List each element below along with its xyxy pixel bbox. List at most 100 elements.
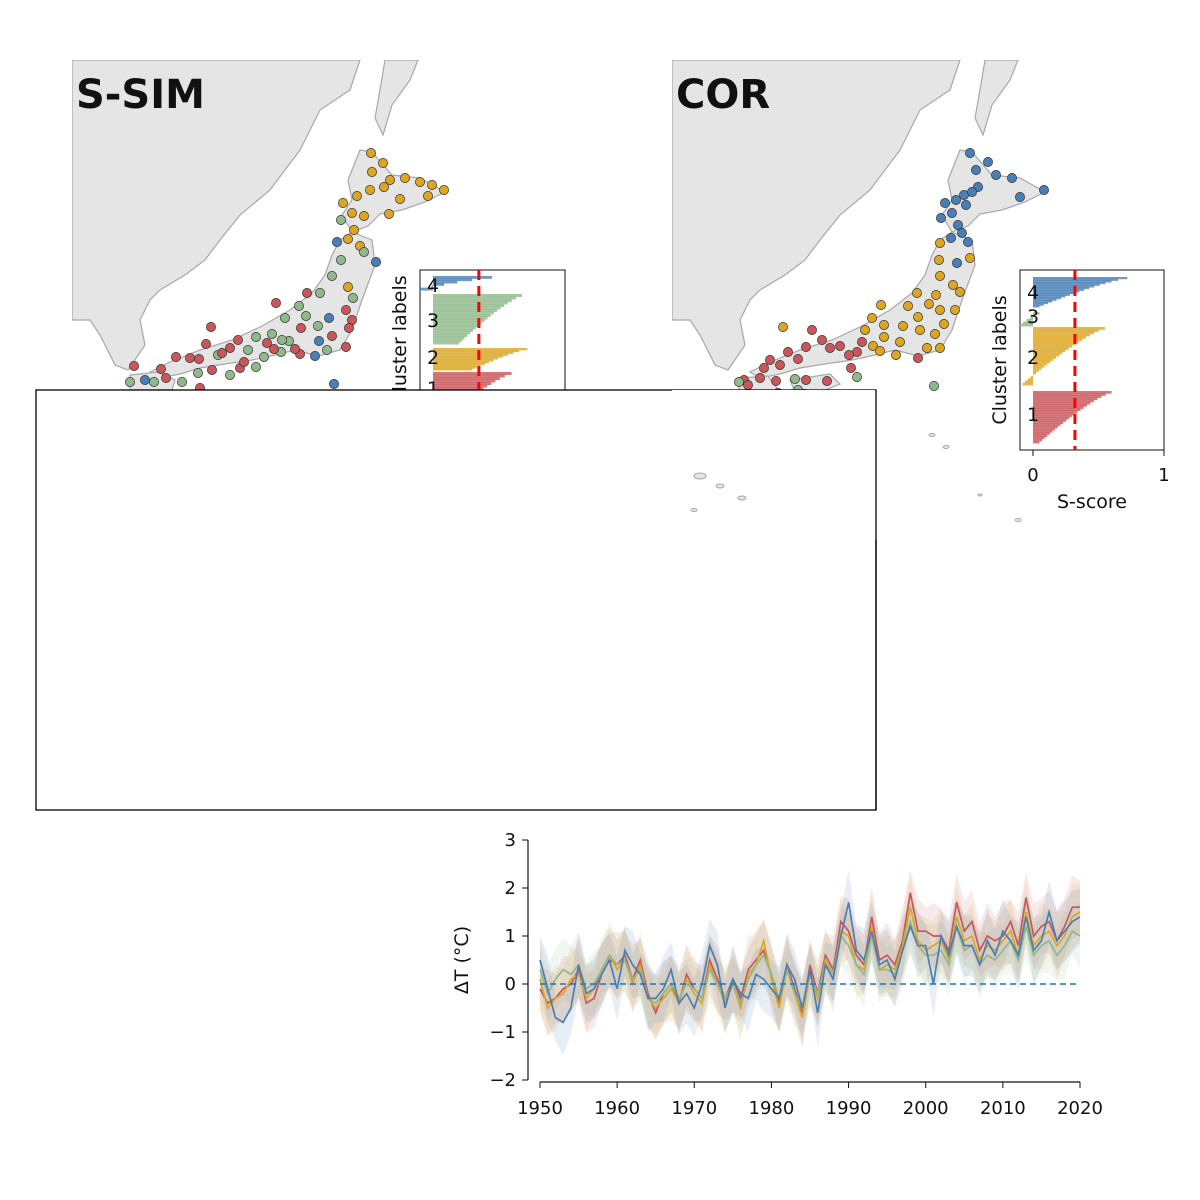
station-point	[967, 187, 977, 197]
station-point	[891, 350, 901, 360]
silhouette-bar	[1033, 417, 1069, 420]
station-point	[129, 361, 139, 371]
silhouette-bar	[1033, 364, 1045, 368]
station-point	[290, 344, 300, 354]
station-point	[262, 338, 272, 348]
silhouette-bar	[1033, 436, 1045, 440]
silhouette-bar	[1033, 358, 1054, 361]
station-point	[961, 200, 971, 210]
overlay-mask	[672, 390, 875, 540]
station-point	[940, 198, 950, 208]
series-band-3	[540, 888, 1080, 1035]
station-point	[310, 351, 320, 361]
silhouette-bar	[433, 382, 492, 385]
cluster-label-4: 4	[1027, 282, 1039, 304]
station-point	[1007, 173, 1017, 183]
sakhalin-landmass	[974, 60, 1019, 137]
station-point	[280, 313, 290, 323]
station-point	[423, 191, 433, 201]
inset-xtick-1: 1	[1158, 465, 1169, 486]
silhouette-bar	[1033, 344, 1072, 348]
station-point	[860, 325, 870, 335]
station-point	[903, 301, 913, 311]
station-point	[149, 377, 159, 387]
silhouette-bar	[1033, 335, 1086, 339]
y-axis-label: ΔT (°C)	[451, 926, 473, 994]
station-point	[343, 234, 353, 244]
station-point	[775, 360, 785, 370]
silhouette-bar	[433, 366, 477, 369]
station-point	[195, 383, 205, 390]
station-point	[327, 331, 337, 341]
silhouette-bar	[433, 351, 514, 354]
silhouette-bar	[1033, 406, 1084, 409]
station-point	[296, 323, 306, 333]
station-point	[322, 345, 332, 355]
island-landmass	[737, 495, 747, 501]
station-point	[177, 377, 187, 387]
cluster-label-1: 1	[1027, 404, 1039, 426]
station-point	[384, 209, 394, 219]
station-point	[336, 215, 346, 225]
series-band-4	[540, 869, 1080, 1056]
station-point	[347, 208, 357, 218]
station-point	[365, 185, 375, 195]
silhouette-bar	[1033, 333, 1090, 337]
station-point	[924, 299, 934, 309]
silhouette-bar	[1033, 410, 1078, 414]
silhouette-bar	[433, 319, 485, 322]
silhouette-bar	[1033, 362, 1048, 366]
silhouette-bar	[1033, 295, 1066, 298]
station-point	[341, 305, 351, 315]
station-point	[965, 253, 975, 263]
station-point	[825, 343, 835, 353]
silhouette-bar	[433, 304, 505, 307]
station-point	[400, 173, 410, 183]
silhouette-bar	[433, 348, 528, 351]
station-point	[352, 191, 362, 201]
station-point	[935, 238, 945, 248]
silhouette-bar	[433, 311, 494, 315]
silhouette-bar	[433, 336, 465, 340]
station-point	[206, 322, 216, 332]
station-point	[935, 305, 945, 315]
silhouette-bar	[1033, 303, 1044, 306]
silhouette-bar	[433, 280, 458, 284]
silhouette-bar	[433, 278, 473, 282]
silhouette-bar	[1033, 360, 1051, 364]
station-point	[935, 343, 945, 353]
station-point	[259, 352, 269, 362]
temperature-anomaly-chart: −2 −1 0 1 2 3 1950 1960 1970 1980 1990 2000 2010 202…	[451, 830, 1103, 1119]
silhouette-bar	[431, 285, 433, 289]
station-point	[359, 211, 369, 221]
station-point	[743, 380, 753, 390]
station-point	[951, 195, 961, 205]
silhouette-bar	[1033, 290, 1080, 293]
silhouette-bar	[433, 329, 473, 332]
silhouette-bar	[1033, 287, 1090, 290]
island-landmass	[693, 472, 707, 480]
silhouette-bar	[1033, 305, 1040, 308]
silhouette-bar	[1033, 312, 1040, 315]
silhouette-bar	[1033, 438, 1043, 442]
silhouette-bar	[433, 283, 445, 286]
station-point	[239, 357, 249, 367]
station-point	[876, 300, 886, 310]
inset-ylabel-ssim: Cluster labels	[389, 275, 411, 404]
x-tick-label: 1970	[671, 1098, 717, 1119]
station-point	[868, 341, 878, 351]
station-point	[807, 325, 817, 335]
station-point	[867, 313, 877, 323]
station-point	[329, 379, 339, 389]
island-landmass	[928, 433, 936, 437]
silhouette-bar	[1033, 298, 1057, 301]
silhouette-bar	[433, 355, 503, 358]
silhouette-bar	[1033, 404, 1088, 407]
silhouette-bar	[1033, 399, 1094, 403]
silhouette-bar	[1033, 314, 1035, 318]
inset-xlabel-cor: S-score	[1057, 491, 1127, 513]
station-point	[439, 185, 449, 195]
station-point	[783, 347, 793, 357]
silhouette-bar	[1033, 434, 1048, 437]
station-point	[301, 311, 311, 321]
